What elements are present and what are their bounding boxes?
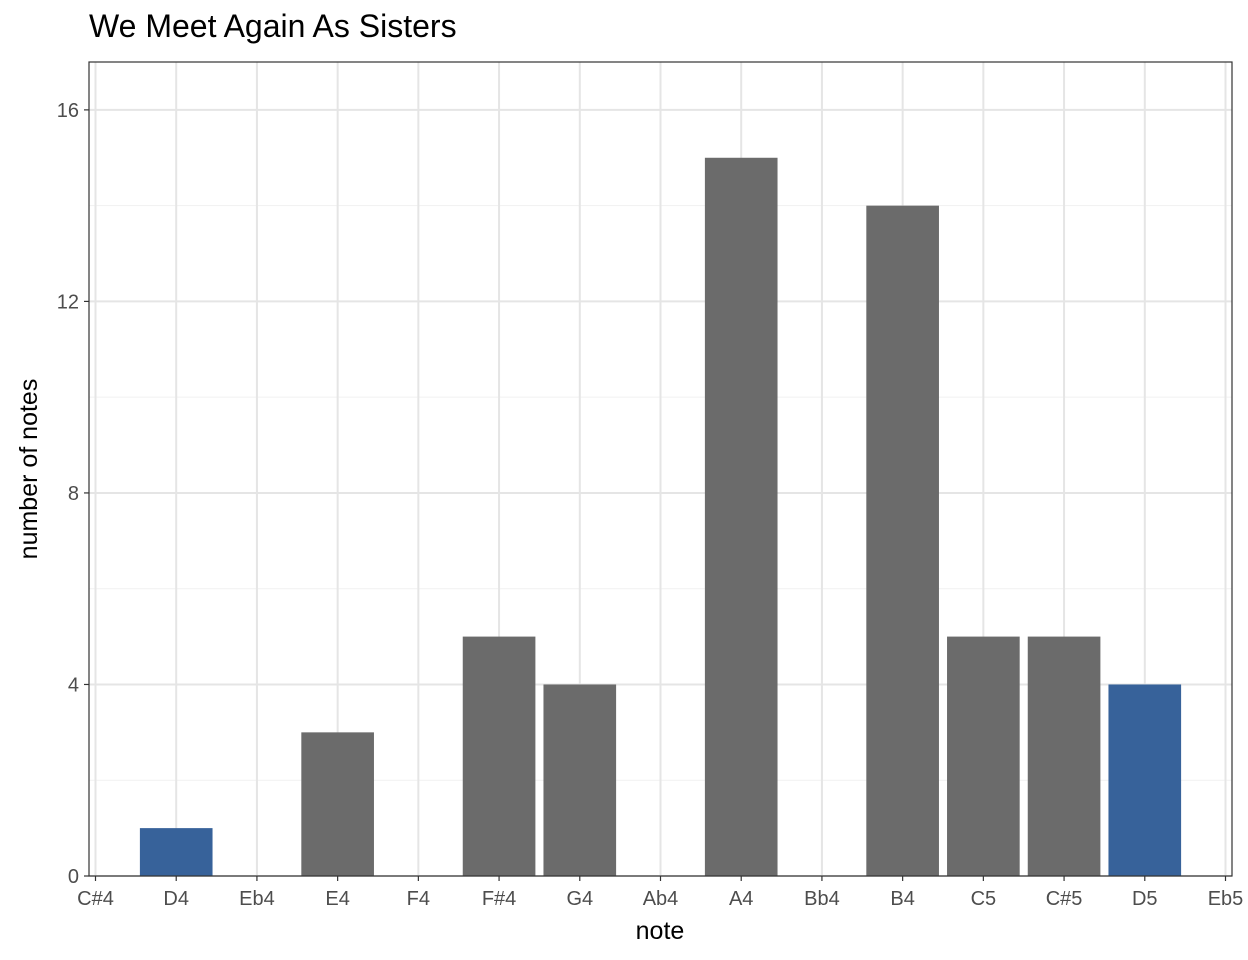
bar-d4 xyxy=(139,828,213,876)
bar-d5 xyxy=(1108,684,1182,876)
y-axis: 0 4 8 12 16 xyxy=(57,100,89,888)
x-tick-label: C#4 xyxy=(77,888,114,910)
y-tick-label: 0 xyxy=(68,866,79,888)
x-tick-label: A4 xyxy=(729,888,753,910)
bar-a4 xyxy=(704,157,778,876)
bar-csharp5 xyxy=(1027,636,1101,876)
y-axis-title: number of notes xyxy=(15,379,43,560)
x-tick-label: F4 xyxy=(407,888,430,910)
chart-title: We Meet Again As Sisters xyxy=(89,8,457,44)
y-tick-label: 4 xyxy=(68,674,79,696)
x-tick-label: Ab4 xyxy=(643,888,679,910)
x-axis-title: note xyxy=(636,917,685,945)
y-tick-label: 16 xyxy=(57,100,79,122)
x-tick-label: C#5 xyxy=(1046,888,1083,910)
x-tick-label: F#4 xyxy=(482,888,516,910)
x-tick-label: Bb4 xyxy=(804,888,840,910)
x-tick-label: C5 xyxy=(971,888,997,910)
bar-b4 xyxy=(866,205,939,876)
bars xyxy=(139,157,1182,876)
x-tick-label: B4 xyxy=(890,888,914,910)
x-tick-label: D4 xyxy=(163,888,189,910)
x-tick-label: Eb4 xyxy=(239,888,275,910)
y-tick-label: 12 xyxy=(57,291,79,313)
x-axis: C#4 D4 Eb4 E4 F4 F#4 G4 Ab4 A4 Bb4 B4 C5 C#5 D5 Eb5 xyxy=(77,876,1243,910)
x-tick-label: G4 xyxy=(566,888,593,910)
x-tick-label: D5 xyxy=(1132,888,1158,910)
x-tick-label: E4 xyxy=(325,888,349,910)
bar-c5 xyxy=(947,636,1020,876)
bar-e4 xyxy=(301,732,374,876)
y-tick-label: 8 xyxy=(68,483,79,505)
bar-fsharp4 xyxy=(462,636,536,876)
x-tick-label: Eb5 xyxy=(1208,888,1244,910)
bar-g4 xyxy=(543,684,617,876)
